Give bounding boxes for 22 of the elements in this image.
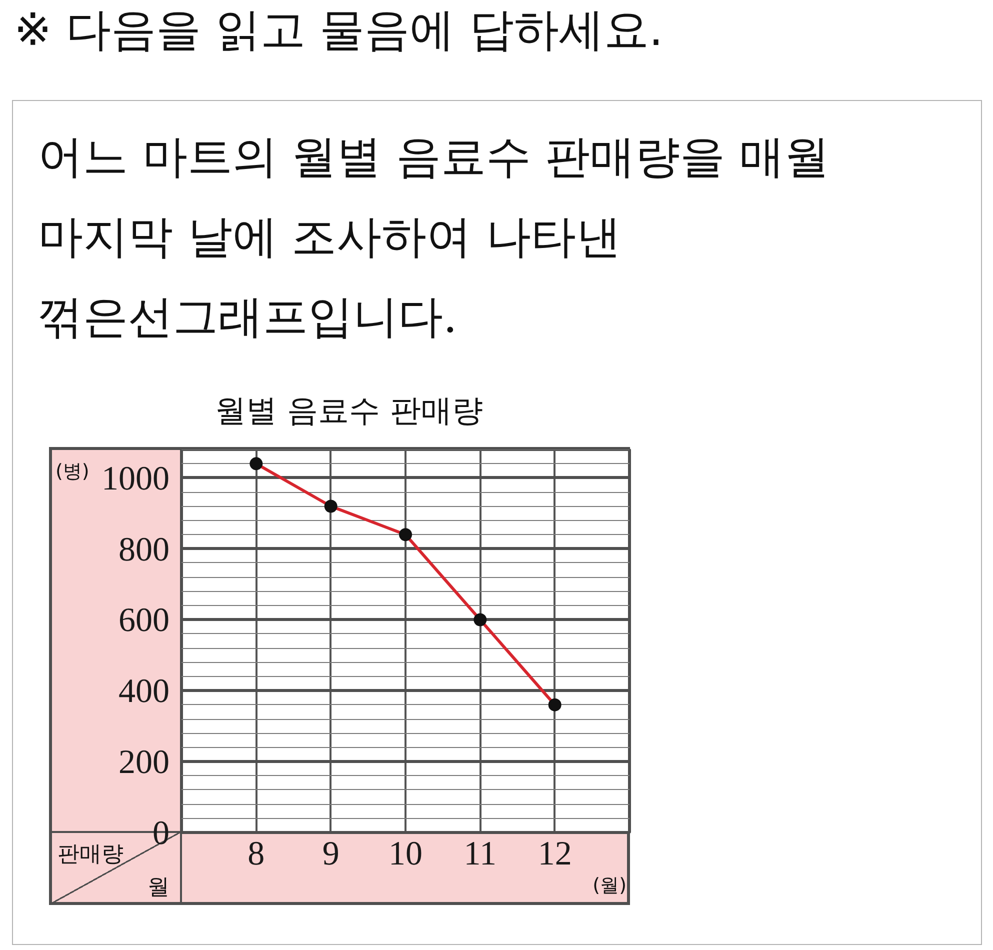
y-axis-title: (병) — [56, 460, 90, 482]
y-tick-label: 200 — [118, 744, 170, 782]
text: 월 — [148, 875, 170, 900]
text: ※ 다음을 읽고 물음에 답하세요. — [14, 2, 664, 58]
y-tick-label: 600 — [118, 602, 170, 640]
y-tick-label: 800 — [118, 531, 170, 568]
point — [324, 500, 338, 513]
point — [399, 528, 412, 542]
text: 판매량 — [58, 842, 124, 867]
y-tick-label: 1000 — [102, 460, 170, 498]
x-tick-label: 8 — [248, 836, 265, 872]
y-tick-label: 400 — [118, 673, 170, 710]
chart-title: 월별 음료수 판매량 — [215, 392, 483, 431]
point — [250, 457, 263, 470]
text: 어느 마트의 월별 음료수 판매량을 매월 마지막 날에 조사하여 나타낸 꺾은선그래프입니다. — [38, 129, 830, 345]
x-tick-label: 11 — [464, 836, 497, 872]
x-tick-label: 12 — [538, 836, 572, 872]
point — [548, 698, 562, 712]
point — [474, 613, 487, 626]
x-tick-label: 9 — [322, 836, 340, 872]
x-tick-label: 10 — [388, 836, 422, 872]
x-axis-title: (월) — [592, 874, 627, 896]
